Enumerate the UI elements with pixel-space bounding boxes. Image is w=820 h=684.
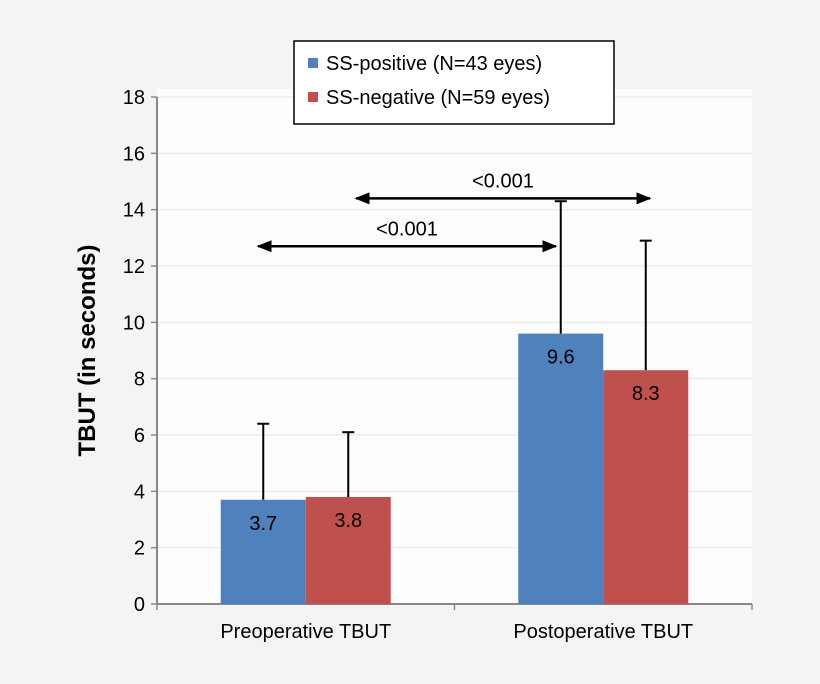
data-label: 3.7 (249, 513, 277, 535)
y-tick-label: 4 (134, 481, 145, 503)
bar (603, 370, 689, 604)
y-tick-label: 14 (123, 200, 145, 222)
p-value-label: <0.001 (376, 218, 438, 240)
data-label: 8.3 (632, 383, 660, 405)
legend-swatch (308, 92, 318, 102)
bar (220, 499, 306, 604)
p-value-label: <0.001 (472, 170, 534, 192)
legend-label: SS-positive (N=43 eyes) (326, 53, 542, 75)
bar (305, 496, 391, 604)
y-tick-label: 0 (134, 594, 145, 616)
data-label: 9.6 (547, 347, 575, 369)
y-tick-label: 8 (134, 369, 145, 391)
legend-label: SS-negative (N=59 eyes) (326, 87, 550, 109)
x-tick-label: Preoperative TBUT (220, 621, 391, 643)
y-tick-label: 6 (134, 425, 145, 447)
bar (518, 333, 604, 604)
y-tick-label: 2 (134, 538, 145, 560)
y-tick-label: 10 (123, 312, 145, 334)
y-tick-label: 16 (123, 143, 145, 165)
y-axis-title: TBUT (in seconds) (74, 244, 101, 456)
y-tick-label: 12 (123, 256, 145, 278)
data-label: 3.8 (334, 510, 362, 532)
y-tick-label: 18 (123, 87, 145, 109)
x-tick-label: Postoperative TBUT (513, 621, 693, 643)
legend-swatch (308, 58, 318, 68)
legend (293, 40, 615, 125)
